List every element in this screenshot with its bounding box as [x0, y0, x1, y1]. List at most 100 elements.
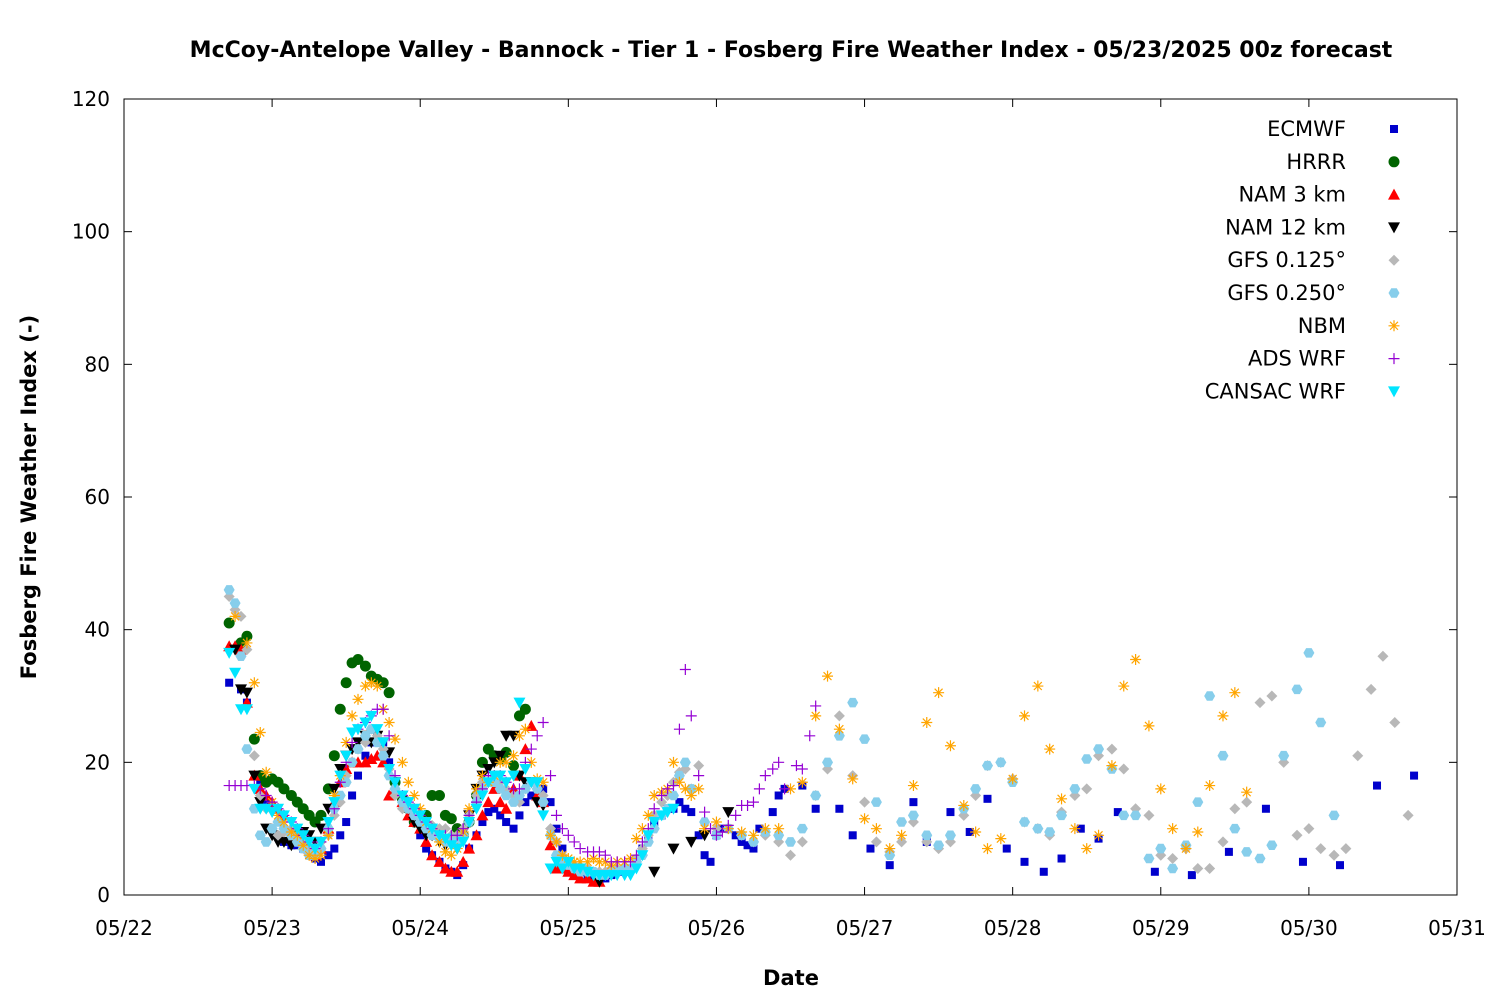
legend-label: NAM 12 km — [1225, 215, 1346, 239]
data-point-nam-12-km — [722, 807, 735, 819]
data-point-nbm — [1130, 654, 1142, 666]
data-point-ads-wrf — [767, 763, 779, 775]
data-point-ecmwf — [737, 837, 746, 846]
data-point-gfs-0-250 — [896, 817, 908, 827]
data-point-ecmwf — [687, 808, 696, 817]
x-tick-label: 05/27 — [836, 916, 894, 940]
data-point-ecmwf — [835, 804, 844, 813]
data-point-nbm — [958, 799, 970, 811]
data-point-cansac-wrf — [463, 817, 476, 829]
data-point-nbm — [556, 849, 568, 861]
data-point-hrrr — [340, 677, 352, 689]
data-point-nbm — [500, 756, 512, 768]
data-point-ads-wrf — [599, 849, 611, 861]
data-point-cansac-wrf — [433, 830, 446, 842]
data-point-nam-12-km — [685, 836, 698, 848]
data-point-gfs-0-250 — [377, 750, 389, 761]
data-point-gfs-0-125 — [1389, 717, 1401, 729]
data-point-ads-wrf — [451, 829, 463, 841]
data-point-ecmwf — [262, 798, 271, 807]
legend-label: ADS WRF — [1248, 347, 1346, 371]
data-point-gfs-0-125 — [1167, 853, 1179, 865]
data-point-nbm — [859, 813, 871, 825]
data-point-cansac-wrf — [445, 840, 458, 852]
data-point-ads-wrf — [537, 717, 549, 729]
data-point-nbm — [1007, 773, 1019, 785]
data-point-nbm — [847, 773, 859, 785]
data-point-ecmwf — [946, 808, 955, 817]
data-point-ecmwf — [1187, 871, 1196, 880]
data-point-nbm — [365, 677, 377, 689]
data-point-ecmwf — [484, 808, 493, 817]
data-point-ecmwf — [1002, 844, 1011, 853]
data-point-nbm — [599, 856, 611, 868]
data-point-nbm — [1093, 829, 1105, 841]
data-point-nbm — [1204, 780, 1216, 792]
data-point-nbm — [679, 783, 691, 795]
data-point-nbm — [747, 829, 759, 841]
data-point-gfs-0-250 — [1056, 810, 1068, 821]
data-point-cansac-wrf — [377, 737, 390, 749]
data-point-nam-12-km — [248, 770, 261, 782]
data-point-nbm — [525, 756, 537, 768]
data-point-gfs-0-125 — [1365, 683, 1377, 695]
data-point-nbm — [568, 856, 580, 868]
data-point-gfs-0-250 — [1143, 853, 1155, 864]
data-point-nbm — [414, 803, 426, 815]
data-point-gfs-0-250 — [970, 784, 982, 794]
legend-label: NAM 3 km — [1238, 183, 1346, 207]
data-point-ads-wrf — [593, 846, 605, 858]
data-point-cansac-wrf — [482, 777, 495, 789]
data-point-nbm — [476, 770, 488, 782]
data-point-nbm — [648, 790, 660, 801]
data-point-gfs-0-250 — [513, 790, 525, 801]
data-point-nbm — [537, 776, 549, 788]
data-point-gfs-0-250 — [1266, 840, 1278, 851]
data-point-gfs-0-125 — [896, 836, 908, 848]
data-point-gfs-0-125 — [1266, 690, 1278, 702]
data-point-ecmwf — [539, 784, 548, 793]
legend-item-ads-wrf: ADS WRF — [1248, 347, 1400, 371]
data-point-ads-wrf — [662, 783, 674, 795]
data-point-gfs-0-250 — [508, 797, 520, 807]
data-point-ads-wrf — [730, 809, 742, 821]
data-point-ads-wrf — [753, 783, 765, 795]
data-point-gfs-0-250 — [1291, 684, 1303, 695]
data-point-cansac-wrf — [500, 777, 513, 789]
data-point-gfs-0-250 — [1315, 717, 1327, 728]
data-point-nam-3-km — [494, 796, 507, 808]
data-point-nam-3-km — [544, 839, 557, 851]
data-point-ads-wrf — [759, 770, 771, 782]
data-point-nbm — [642, 809, 654, 821]
data-point-ecmwf — [336, 831, 345, 840]
data-point-ecmwf — [361, 751, 370, 760]
data-point-gfs-0-250 — [359, 731, 371, 741]
data-point-gfs-0-250 — [933, 840, 945, 851]
data-point-nbm — [1118, 680, 1130, 692]
x-tick-label: 05/28 — [984, 916, 1042, 940]
data-point-nbm — [291, 829, 303, 841]
data-point-gfs-0-125 — [1143, 809, 1155, 821]
data-point-cansac-wrf — [420, 817, 433, 829]
legend-item-nbm: NBM — [1298, 314, 1400, 338]
data-point-ads-wrf — [562, 829, 574, 841]
data-point-cansac-wrf — [426, 823, 439, 835]
data-point-ecmwf — [225, 678, 234, 687]
data-point-ads-wrf — [377, 703, 389, 715]
data-point-ads-wrf — [742, 799, 754, 811]
data-point-nbm — [1167, 823, 1179, 835]
data-point-hrrr — [383, 687, 395, 699]
data-point-ads-wrf — [673, 723, 685, 735]
data-point-nbm — [471, 783, 483, 795]
data-point-nbm — [896, 829, 908, 841]
legend-marker-ads-wrf — [1388, 353, 1400, 365]
data-point-nam-3-km — [451, 865, 464, 877]
data-point-nbm — [229, 610, 241, 622]
data-point-ads-wrf — [513, 783, 525, 795]
data-point-cansac-wrf — [470, 803, 483, 815]
legend-label: CANSAC WRF — [1205, 379, 1346, 403]
data-point-gfs-0-125 — [1204, 862, 1216, 874]
data-point-cansac-wrf — [291, 823, 304, 835]
data-point-nbm — [322, 829, 334, 841]
data-point-nbm — [1069, 823, 1081, 835]
